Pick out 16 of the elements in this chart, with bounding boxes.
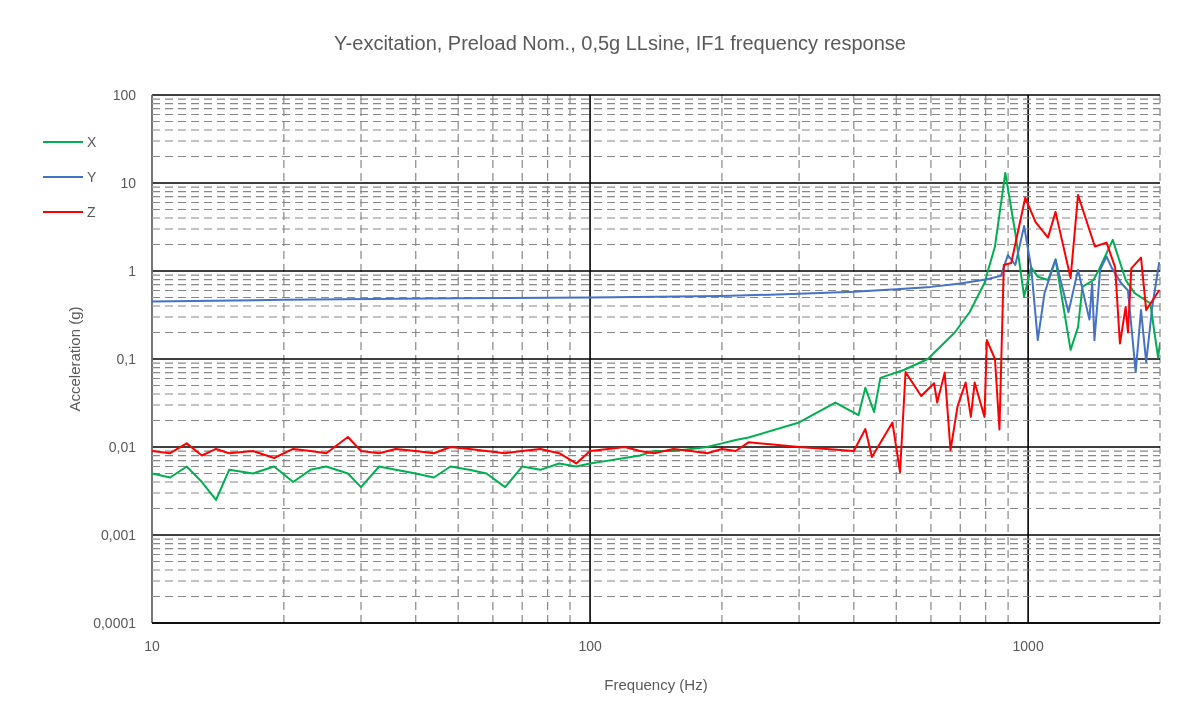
y-tick-label: 0,01 (108, 439, 137, 455)
y-tick-label: 1 (128, 263, 137, 279)
legend-label: Y (87, 169, 97, 185)
legend-label: X (87, 134, 97, 150)
legend-label: Z (87, 204, 96, 220)
x-tick-label: 10 (144, 638, 160, 654)
y-tick-label: 0,1 (116, 351, 137, 367)
y-tick-label: 0,001 (100, 527, 137, 543)
x-axis-title: Frequency (Hz) (604, 676, 708, 693)
x-tick-label: 1000 (1012, 638, 1044, 654)
y-tick-label: 0,0001 (93, 615, 137, 631)
y-axis-title: Acceleration (g) (66, 306, 83, 412)
y-tick-label: 100 (112, 87, 137, 103)
y-tick-label: 10 (120, 175, 137, 191)
x-tick-label: 100 (578, 638, 602, 654)
chart-title: Y-excitation, Preload Nom., 0,5g LLsine, IF1 frequency response (334, 32, 906, 54)
